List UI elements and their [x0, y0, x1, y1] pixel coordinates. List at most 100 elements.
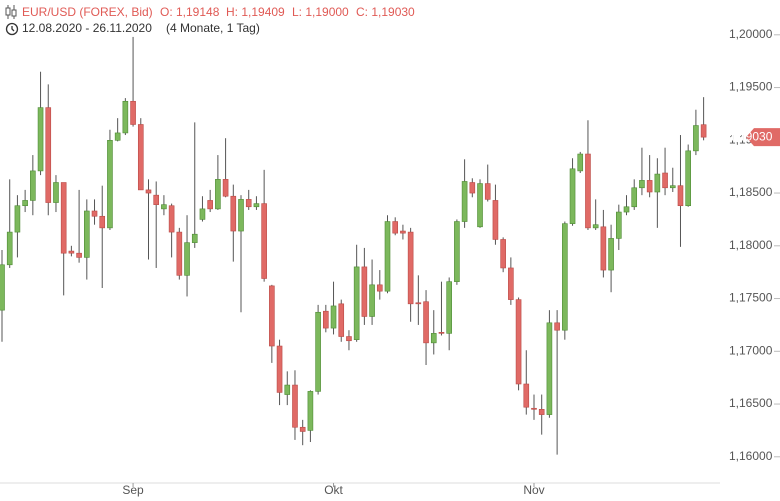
candle-body: [384, 221, 391, 292]
ohlc-high: H: 1,19409: [226, 5, 285, 19]
candle-body: [215, 179, 221, 210]
candle-body: [677, 185, 684, 207]
candle-body: [315, 311, 321, 392]
candle-body: [646, 180, 653, 193]
candle-body: [469, 182, 476, 194]
candle-body: [330, 305, 337, 329]
candle-body: [122, 100, 129, 134]
y-tick-label: 1,16500: [729, 396, 773, 410]
candle-body: [492, 200, 499, 240]
candle-body: [76, 252, 82, 258]
ohlc-close: C: 1,19030: [356, 5, 415, 19]
candle-body: [392, 221, 399, 234]
candle-body: [546, 322, 553, 415]
candle-body: [207, 200, 213, 210]
candle-body: [99, 215, 106, 229]
candle-body: [423, 301, 429, 344]
candle-body: [693, 125, 699, 152]
candle-body: [30, 170, 36, 201]
x-tick-label: Sep: [122, 483, 144, 497]
candle-body: [68, 250, 75, 254]
candle-body: [523, 383, 530, 408]
candle-body: [376, 284, 383, 292]
y-tick-label: 1,17000: [729, 343, 773, 357]
candle-body: [353, 266, 360, 340]
candle-body: [577, 153, 584, 172]
candle-body: [168, 205, 175, 233]
candle-body: [22, 200, 28, 207]
candle-body: [60, 182, 67, 254]
candle-body: [184, 242, 190, 276]
candle-body: [161, 204, 167, 210]
candle-body: [284, 384, 291, 395]
candle-body: [477, 183, 483, 228]
candle-body: [662, 172, 668, 189]
candle-body: [639, 180, 645, 189]
candle-body: [654, 173, 661, 193]
candle-body: [623, 206, 630, 213]
candle-body: [446, 281, 452, 334]
candle-body: [230, 195, 237, 232]
candle-body: [700, 124, 707, 138]
candle-body: [130, 100, 136, 125]
candle-body: [145, 189, 152, 194]
candle-body: [415, 302, 422, 305]
last-price-label: 1,19030: [729, 129, 773, 143]
last-price-tag: [746, 128, 780, 147]
candle-body: [137, 124, 144, 191]
ohlc-open: O: 1,19148: [160, 5, 220, 19]
candle-body: [562, 223, 568, 331]
candle-body: [222, 179, 229, 197]
candle-body: [323, 310, 329, 329]
y-tick-label: 1,20000: [729, 27, 773, 41]
candle-body: [153, 194, 159, 205]
y-tick-label: 1,18000: [729, 238, 773, 252]
candle-body: [238, 199, 244, 232]
candle-body: [307, 391, 314, 431]
candle-body: [515, 299, 522, 385]
candle-body: [608, 238, 614, 271]
candle-body: [245, 199, 252, 208]
candle-body: [338, 303, 345, 337]
candle-body: [114, 132, 121, 141]
candle-body: [299, 426, 306, 432]
candle-body: [400, 230, 406, 234]
candle-body: [369, 284, 375, 317]
candle-body: [531, 407, 537, 410]
candle-body: [500, 239, 506, 269]
y-tick-label: 1,17500: [729, 291, 773, 305]
candle-body: [669, 185, 676, 189]
x-tick-label: Nov: [523, 483, 544, 497]
candle-body: [585, 153, 591, 229]
candle-body: [461, 181, 468, 222]
candle-body: [253, 203, 260, 208]
instrument-label: EUR/USD (FOREX, Bid): [22, 5, 153, 19]
x-tick-label: Okt: [324, 483, 343, 497]
candle-body: [199, 208, 206, 220]
candle-icon: [5, 5, 17, 19]
candle-body: [569, 168, 576, 224]
candle-body: [84, 210, 90, 258]
candle-body: [91, 210, 98, 217]
period: (4 Monate, 1 Tag): [166, 21, 260, 35]
ohlc-low: L: 1,19000: [292, 5, 349, 19]
candle-body: [14, 205, 21, 233]
candle-body: [592, 224, 599, 229]
candle-body: [261, 203, 267, 279]
y-tick-label: 1,19500: [729, 80, 773, 94]
candle-body: [361, 266, 368, 317]
candle-body: [615, 211, 622, 239]
candle-body: [292, 384, 298, 428]
candle-body: [454, 221, 460, 282]
candle-body: [176, 231, 183, 276]
candle-body: [107, 140, 113, 229]
candle-body: [269, 285, 275, 347]
candle-body: [631, 187, 638, 208]
candle-body: [346, 336, 352, 342]
candle-body: [600, 226, 607, 271]
candle-body: [484, 183, 491, 200]
candle-body: [438, 332, 445, 334]
candle-body: [430, 333, 437, 344]
candle-body: [407, 231, 414, 305]
